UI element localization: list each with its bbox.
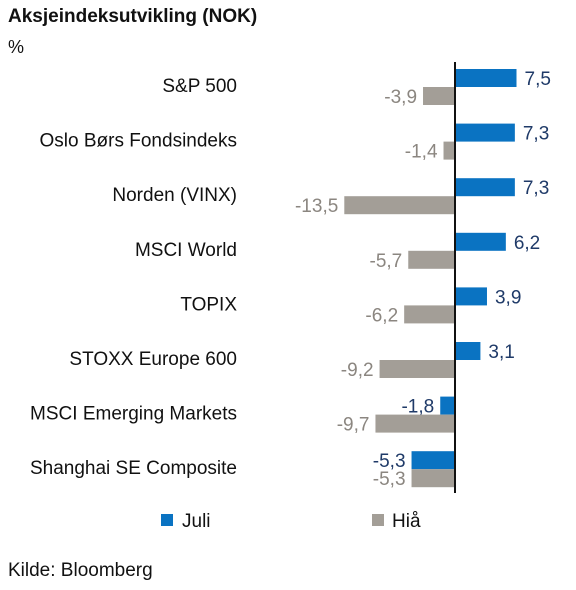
juli-bar (455, 342, 481, 360)
juli-bar (440, 396, 455, 415)
hia-bar (379, 360, 455, 378)
category-label: STOXX Europe 600 (69, 349, 237, 370)
source-note: Kilde: Bloomberg (8, 560, 153, 581)
juli-value-label: -1,8 (401, 397, 434, 418)
category-label: Shanghai SE Composite (30, 458, 237, 479)
juli-bar (411, 451, 455, 470)
hia-value-label: -13,5 (295, 196, 338, 217)
juli-bar (455, 123, 515, 142)
category-label: Oslo Børs Fondsindeks (40, 131, 237, 152)
hia-bar (375, 414, 455, 433)
juli-value-label: 7,5 (525, 69, 551, 90)
category-label: TOPIX (180, 294, 237, 315)
hia-value-label: -3,9 (384, 87, 417, 108)
hia-bar (408, 250, 455, 269)
category-label: Norden (VINX) (112, 185, 237, 206)
juli-value-label: -5,3 (373, 451, 406, 472)
chart-unit: % (8, 37, 25, 57)
hia-value-label: -9,2 (341, 360, 374, 381)
juli-bar (455, 69, 517, 87)
legend-hia-label: Hiå (392, 511, 421, 532)
chart-title: Aksjeindeksutvikling (NOK) (8, 6, 258, 27)
juli-value-label: 6,2 (514, 233, 540, 254)
hia-value-label: -1,4 (405, 142, 438, 163)
category-label: MSCI World (135, 240, 237, 261)
hia-value-label: -6,2 (365, 305, 398, 326)
juli-value-label: 7,3 (523, 124, 549, 145)
hia-bar (344, 196, 455, 215)
hia-bar (411, 469, 455, 488)
juli-bar (455, 232, 506, 251)
hia-value-label: -9,7 (337, 415, 370, 436)
category-label: S&P 500 (162, 76, 237, 97)
juli-bar (455, 287, 487, 306)
legend-juli-swatch (161, 514, 173, 526)
juli-bar (455, 178, 515, 197)
hia-bar (423, 87, 455, 105)
juli-value-label: 3,9 (495, 287, 521, 308)
bar-chart: S&P 500 7,5 -3,9 Oslo Børs Fondsindeks 7,3 -1… (30, 62, 551, 532)
hia-bar (443, 141, 455, 160)
juli-value-label: 3,1 (488, 342, 514, 363)
legend-hia-swatch (372, 514, 384, 526)
hia-value-label: -5,7 (370, 251, 403, 272)
juli-value-label: 7,3 (523, 178, 549, 199)
hia-bar (404, 305, 455, 324)
hia-value-label: -5,3 (373, 469, 406, 490)
legend-juli-label: Juli (182, 511, 211, 532)
category-label: MSCI Emerging Markets (30, 404, 237, 425)
